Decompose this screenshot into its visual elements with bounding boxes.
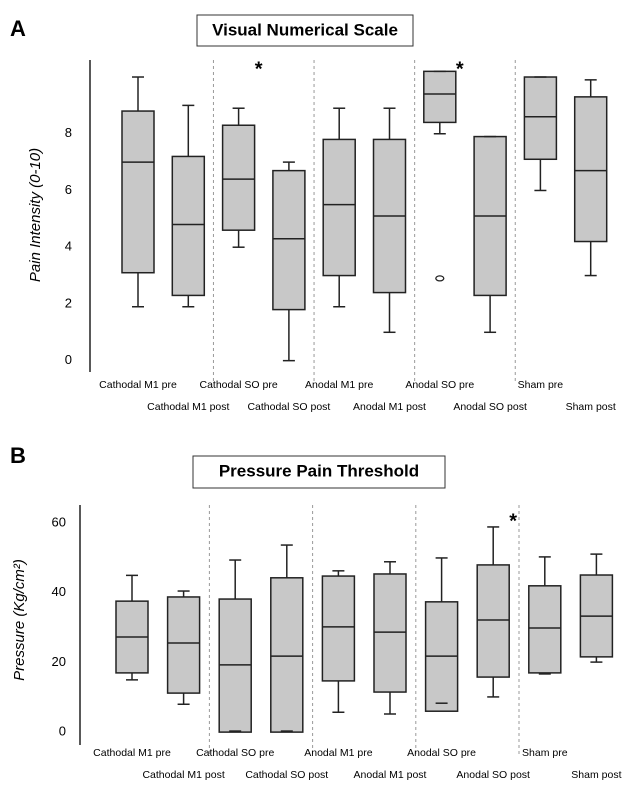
x-tick-label: Sham post xyxy=(571,769,621,781)
box xyxy=(523,76,558,161)
x-tick-label: Sham pre xyxy=(518,379,564,391)
x-tick-label: Cathodal M1 post xyxy=(147,401,229,413)
y-tick-label: 6 xyxy=(65,182,72,197)
x-tick-label: Sham post xyxy=(566,401,616,413)
x-tick-label: Anodal M1 post xyxy=(353,401,426,413)
box xyxy=(476,564,510,678)
title-box xyxy=(192,455,446,489)
box xyxy=(322,138,356,277)
x-tick-label: Cathodal M1 pre xyxy=(99,379,177,391)
title-box xyxy=(196,14,414,47)
y-tick-label: 0 xyxy=(65,352,72,367)
y-tick-label: 0 xyxy=(59,724,66,739)
box xyxy=(528,585,562,674)
y-tick-label: 4 xyxy=(65,239,72,254)
significance-marker: * xyxy=(509,510,517,532)
x-tick-label: Anodal M1 pre xyxy=(304,747,372,759)
box xyxy=(121,110,155,274)
box xyxy=(272,169,306,311)
chart-title: Pressure Pain Threshold xyxy=(219,461,419,480)
box xyxy=(171,155,206,297)
x-tick-label: Anodal SO pre xyxy=(405,379,474,391)
x-tick-label: Anodal SO post xyxy=(453,401,527,413)
panel-label: A xyxy=(10,16,26,41)
panel-label: B xyxy=(10,443,26,468)
y-tick-label: 60 xyxy=(52,515,66,530)
box xyxy=(321,575,356,682)
y-axis-label: Pain Intensity (0-10) xyxy=(27,148,44,282)
x-tick-label: Anodal SO pre xyxy=(407,747,476,759)
x-tick-label: Anodal M1 pre xyxy=(305,379,373,391)
significance-marker: * xyxy=(255,58,263,80)
y-tick-label: 20 xyxy=(52,654,66,669)
outlier xyxy=(435,275,445,282)
y-axis-label: Pressure (Kg/cm²) xyxy=(11,559,28,681)
box xyxy=(166,596,201,694)
x-tick-label: Cathodal SO pre xyxy=(196,747,274,759)
x-tick-label: Cathodal M1 pre xyxy=(93,747,171,759)
box xyxy=(423,70,457,124)
box xyxy=(573,96,608,243)
chart-title: Visual Numerical Scale xyxy=(212,20,398,39)
significance-marker: * xyxy=(456,58,464,80)
x-tick-label: Sham pre xyxy=(522,747,568,759)
y-tick-label: 8 xyxy=(65,125,72,140)
x-tick-label: Cathodal SO post xyxy=(247,401,330,413)
y-tick-label: 40 xyxy=(52,584,66,599)
x-tick-label: Anodal M1 post xyxy=(354,769,427,781)
box xyxy=(270,577,304,733)
box xyxy=(221,124,256,231)
x-tick-label: Cathodal SO pre xyxy=(199,379,277,391)
x-tick-label: Cathodal M1 post xyxy=(142,769,224,781)
x-tick-label: Anodal SO post xyxy=(456,769,530,781)
x-tick-label: Cathodal SO post xyxy=(245,769,328,781)
y-tick-label: 2 xyxy=(65,295,72,310)
box xyxy=(373,573,407,693)
